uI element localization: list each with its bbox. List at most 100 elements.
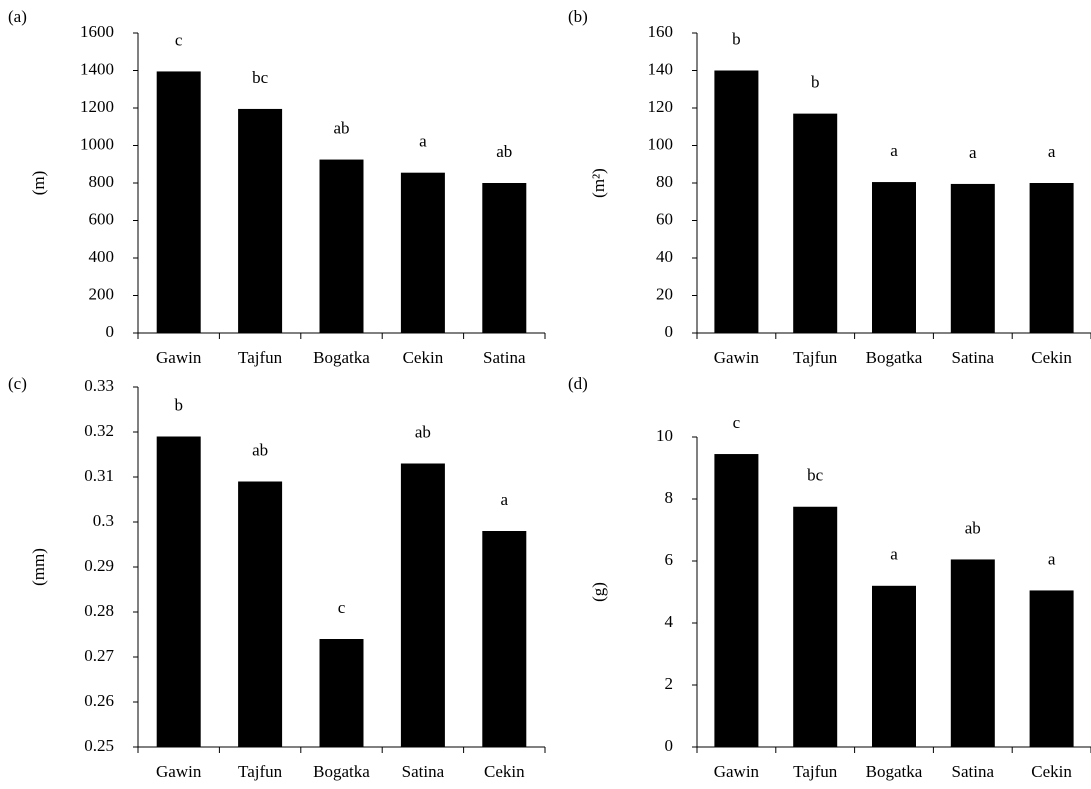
y-tick-label: 140 bbox=[648, 59, 674, 78]
significance-letter: ab bbox=[252, 440, 268, 459]
bar bbox=[400, 463, 445, 747]
x-tick-label: Bogatka bbox=[866, 762, 923, 781]
x-tick-label: Gawin bbox=[156, 348, 202, 367]
significance-letter: c bbox=[338, 598, 346, 617]
y-tick-label: 4 bbox=[665, 612, 674, 631]
y-tick-label: 0.26 bbox=[84, 691, 114, 710]
y-tick-label: 1600 bbox=[80, 22, 114, 41]
y-tick-label: 0 bbox=[665, 736, 674, 755]
significance-letter: b bbox=[174, 395, 183, 414]
y-axis-label: (g) bbox=[589, 582, 608, 602]
bar bbox=[1029, 590, 1074, 747]
y-tick-label: 0.28 bbox=[84, 601, 114, 620]
y-tick-label: 0.31 bbox=[84, 466, 114, 485]
y-axis-label: (mm) bbox=[29, 548, 48, 586]
bar bbox=[319, 639, 364, 747]
y-tick-label: 200 bbox=[89, 284, 115, 303]
y-tick-label: 0.33 bbox=[84, 376, 114, 395]
y-tick-label: 40 bbox=[656, 247, 673, 266]
y-tick-label: 0.3 bbox=[93, 511, 114, 530]
x-tick-label: Satina bbox=[952, 762, 995, 781]
panel-label: (c) bbox=[8, 374, 27, 393]
significance-letter: ab bbox=[333, 118, 349, 137]
bar bbox=[156, 71, 201, 333]
x-tick-label: Satina bbox=[952, 348, 995, 367]
x-tick-label: Bogatka bbox=[313, 762, 370, 781]
bar bbox=[1029, 183, 1074, 333]
bar bbox=[156, 436, 201, 747]
y-tick-label: 800 bbox=[89, 172, 115, 191]
x-tick-label: Cekin bbox=[1031, 348, 1072, 367]
y-axis-label: (m²) bbox=[589, 168, 608, 198]
x-tick-label: Gawin bbox=[714, 762, 760, 781]
y-tick-label: 0 bbox=[665, 322, 674, 341]
x-tick-label: Cekin bbox=[403, 348, 444, 367]
y-tick-label: 1400 bbox=[80, 59, 114, 78]
significance-letter: b bbox=[811, 73, 820, 92]
bar bbox=[793, 113, 838, 333]
bar bbox=[950, 559, 995, 747]
y-tick-label: 100 bbox=[648, 134, 674, 153]
y-tick-label: 8 bbox=[665, 488, 674, 507]
bar bbox=[793, 506, 838, 747]
y-tick-label: 20 bbox=[656, 284, 673, 303]
y-tick-label: 6 bbox=[665, 550, 674, 569]
bar bbox=[950, 183, 995, 333]
significance-letter: a bbox=[969, 143, 977, 162]
y-tick-label: 1200 bbox=[80, 97, 114, 116]
y-tick-label: 2 bbox=[665, 674, 674, 693]
panel-label: (a) bbox=[8, 7, 27, 26]
bar bbox=[872, 585, 916, 747]
bar bbox=[319, 159, 364, 333]
x-tick-label: Gawin bbox=[714, 348, 760, 367]
significance-letter: a bbox=[890, 545, 898, 564]
y-tick-label: 0.29 bbox=[84, 556, 114, 575]
bar bbox=[482, 183, 527, 333]
significance-letter: b bbox=[732, 29, 741, 48]
bar bbox=[238, 481, 283, 747]
significance-letter: bc bbox=[807, 466, 824, 485]
x-tick-label: Tajfun bbox=[238, 762, 283, 781]
bar bbox=[400, 172, 445, 333]
x-tick-label: Bogatka bbox=[313, 348, 370, 367]
y-tick-label: 120 bbox=[648, 97, 674, 116]
bar bbox=[872, 182, 916, 333]
x-tick-label: Tajfun bbox=[793, 348, 838, 367]
x-tick-label: Cekin bbox=[484, 762, 525, 781]
y-tick-label: 10 bbox=[656, 426, 673, 445]
x-tick-label: Tajfun bbox=[238, 348, 283, 367]
panel-label: (b) bbox=[568, 7, 588, 26]
x-tick-label: Tajfun bbox=[793, 762, 838, 781]
x-tick-label: Gawin bbox=[156, 762, 202, 781]
y-axis-label: (m) bbox=[29, 171, 48, 196]
significance-letter: ab bbox=[415, 422, 431, 441]
significance-letter: a bbox=[1048, 549, 1056, 568]
y-tick-label: 1000 bbox=[80, 134, 114, 153]
y-tick-label: 600 bbox=[89, 209, 115, 228]
y-tick-label: 0.32 bbox=[84, 421, 114, 440]
y-tick-label: 0 bbox=[106, 322, 115, 341]
significance-letter: a bbox=[1048, 142, 1056, 161]
y-tick-label: 0.27 bbox=[84, 646, 114, 665]
y-tick-label: 400 bbox=[89, 247, 115, 266]
x-tick-label: Satina bbox=[483, 348, 526, 367]
x-tick-label: Bogatka bbox=[866, 348, 923, 367]
panel-label: (d) bbox=[568, 374, 588, 393]
y-tick-label: 160 bbox=[648, 22, 674, 41]
significance-letter: a bbox=[419, 132, 427, 151]
bar bbox=[714, 454, 759, 747]
significance-letter: a bbox=[890, 141, 898, 160]
significance-letter: ab bbox=[496, 142, 512, 161]
significance-letter: c bbox=[175, 30, 183, 49]
bar bbox=[238, 108, 283, 333]
y-tick-label: 0.25 bbox=[84, 736, 114, 755]
x-tick-label: Cekin bbox=[1031, 762, 1072, 781]
significance-letter: a bbox=[501, 490, 509, 509]
x-tick-label: Satina bbox=[402, 762, 445, 781]
significance-letter: bc bbox=[252, 68, 269, 87]
y-tick-label: 60 bbox=[656, 209, 673, 228]
bar bbox=[714, 70, 759, 333]
significance-letter: c bbox=[733, 413, 741, 432]
